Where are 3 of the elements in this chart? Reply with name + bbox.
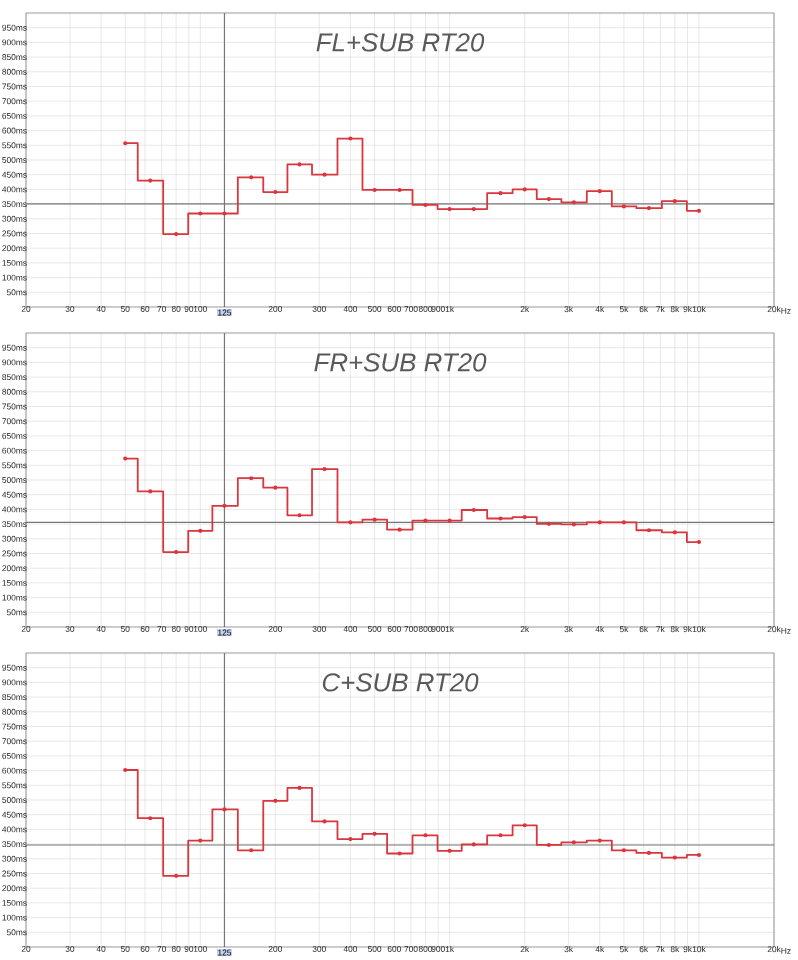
text: C+SUB RT20	[322, 673, 479, 692]
text: FL+SUB RT20	[316, 33, 485, 52]
text: FR+SUB RT20	[314, 353, 487, 372]
